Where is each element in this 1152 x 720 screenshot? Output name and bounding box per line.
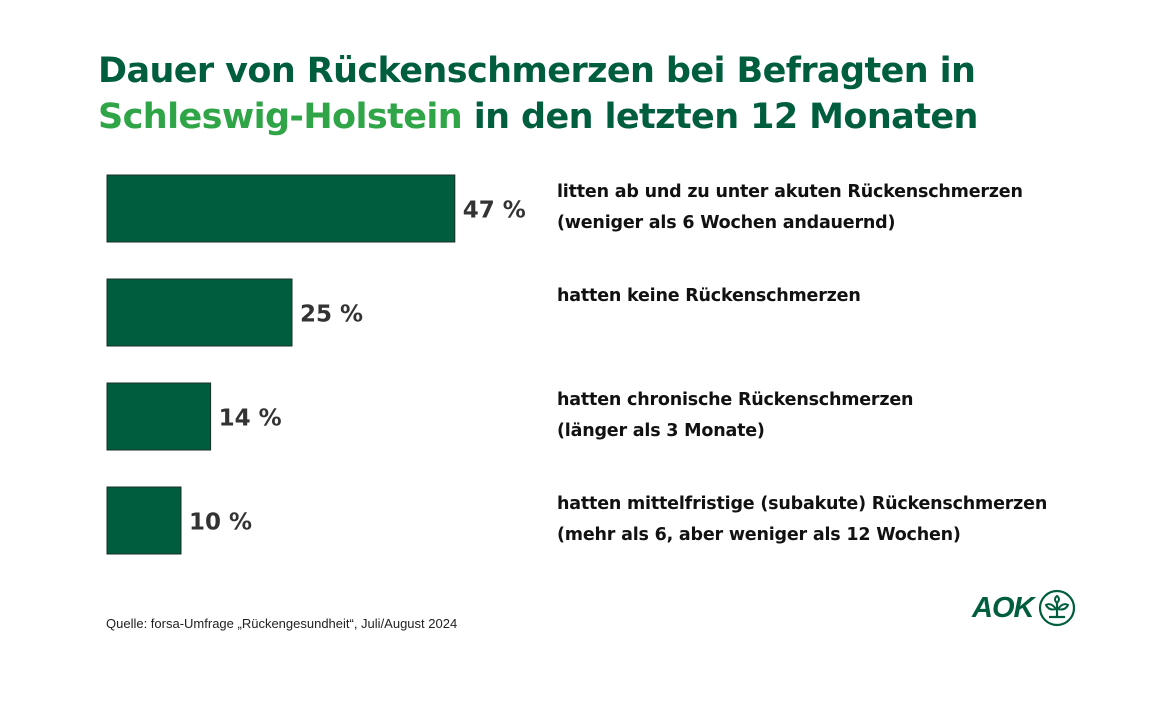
bar-0 xyxy=(106,174,456,243)
bar-2 xyxy=(106,382,212,451)
title-line-1: Dauer von Rückenschmerzen bei Befragten … xyxy=(98,51,976,91)
bar-1 xyxy=(106,278,293,347)
title-line-2: Schleswig-Holstein in den letzten 12 Mon… xyxy=(98,94,978,140)
category-description-0: litten ab und zu unter akuten Rückenschm… xyxy=(557,177,1023,239)
description-line: hatten chronische Rückenschmerzen xyxy=(557,390,914,410)
description-line: (länger als 3 Monate) xyxy=(557,421,765,441)
value-label-1: 25 % xyxy=(300,302,363,328)
title-highlight-region: Schleswig-Holstein xyxy=(98,97,463,137)
description-line: (mehr als 6, aber weniger als 12 Wochen) xyxy=(557,525,961,545)
category-description-2: hatten chronische Rückenschmerzen (länger… xyxy=(557,385,913,447)
aok-logo: AOK xyxy=(972,588,1077,628)
chart-title: Dauer von Rückenschmerzen bei Befragten … xyxy=(98,48,978,140)
value-label-0: 47 % xyxy=(463,198,526,224)
description-line: litten ab und zu unter akuten Rückenschm… xyxy=(557,182,1023,202)
value-label-2: 14 % xyxy=(219,406,282,432)
category-description-3: hatten mittelfristige (subakute) Rückens… xyxy=(557,489,1047,551)
description-line: hatten keine Rückenschmerzen xyxy=(557,286,861,306)
description-line: (weniger als 6 Wochen andauernd) xyxy=(557,213,896,233)
aok-tree-icon xyxy=(1039,589,1076,627)
title-line-2-rest: in den letzten 12 Monaten xyxy=(462,97,979,137)
description-line: hatten mittelfristige (subakute) Rückens… xyxy=(557,494,1048,514)
value-label-3: 10 % xyxy=(189,510,252,536)
bar-3 xyxy=(106,486,182,555)
logo-text: AOK xyxy=(972,591,1034,624)
source-note: Quelle: forsa-Umfrage „Rückengesundheit“… xyxy=(106,616,458,631)
category-description-1: hatten keine Rückenschmerzen xyxy=(557,281,861,312)
